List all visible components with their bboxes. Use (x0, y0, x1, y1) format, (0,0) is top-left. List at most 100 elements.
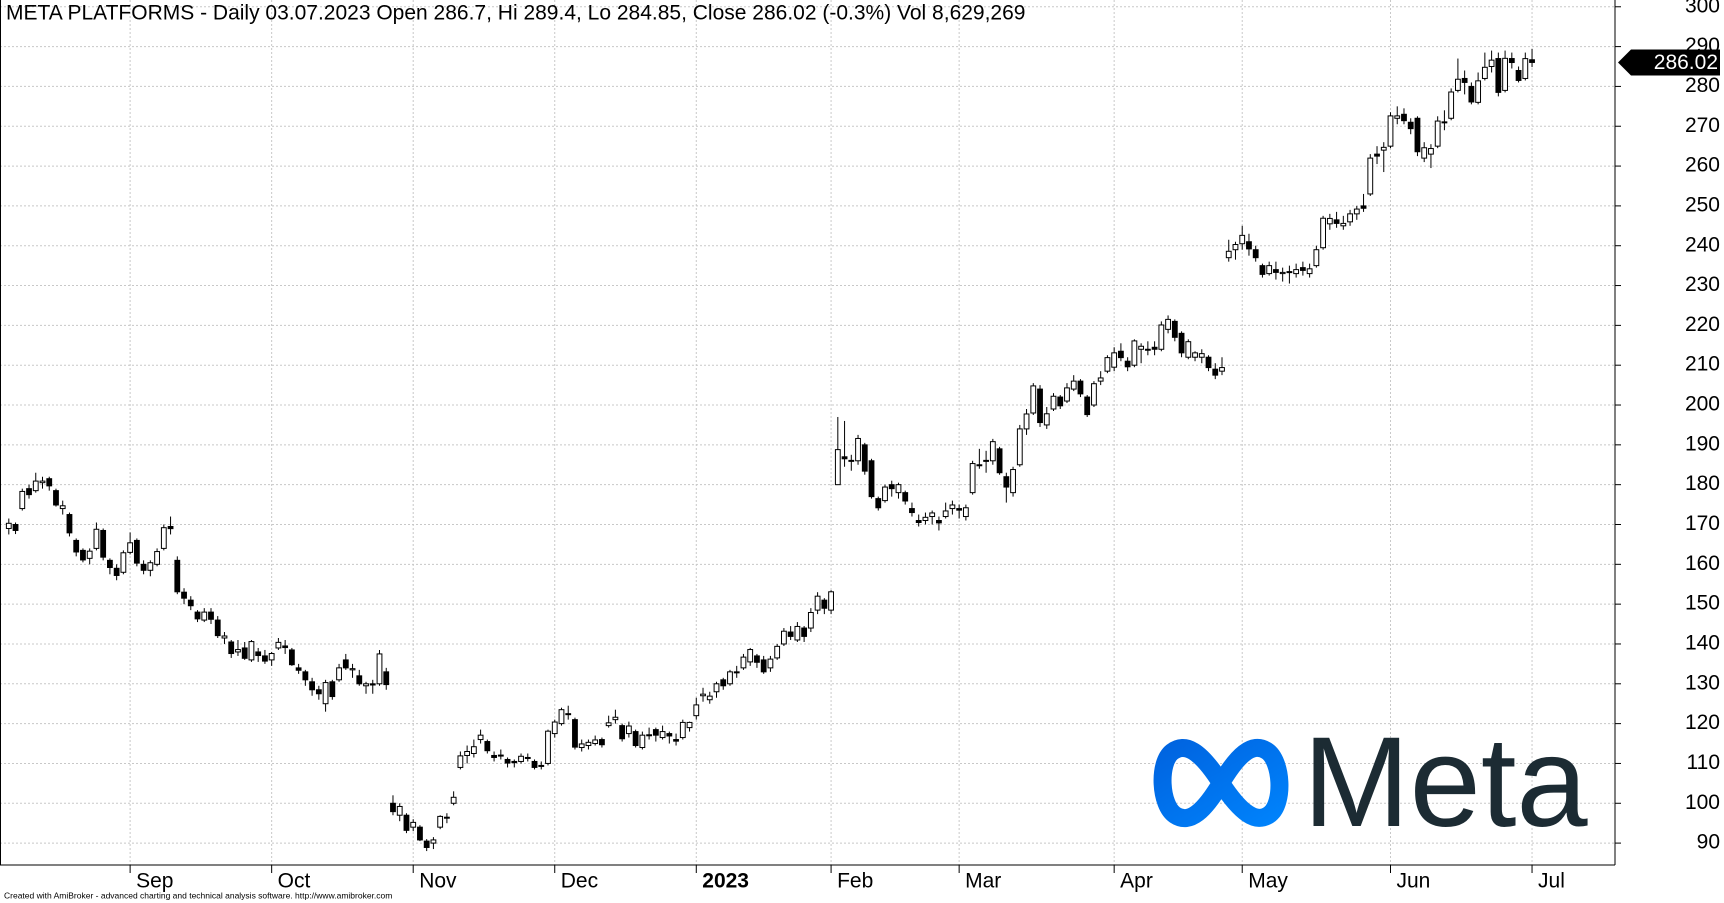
candle-body (612, 716, 619, 721)
candle-body (774, 645, 781, 659)
y-tick-label: 260 (1685, 154, 1720, 177)
candle-body (457, 755, 464, 768)
candle-body (376, 653, 383, 685)
candle-body (1239, 234, 1246, 245)
candle-body (1347, 213, 1353, 223)
candle-body (754, 655, 760, 663)
candle-body (1077, 380, 1084, 395)
candle-body (572, 719, 578, 748)
candle-body (1461, 77, 1468, 83)
candle-body (1475, 80, 1482, 103)
candle-body (349, 668, 356, 671)
candle-body (262, 655, 268, 662)
candle-body (1225, 250, 1232, 259)
y-tick-label: 200 (1685, 393, 1720, 416)
meta-logo: Meta (1153, 711, 1588, 854)
candle-body (46, 478, 53, 487)
y-tick-label: 120 (1685, 711, 1720, 734)
candle-body (686, 721, 693, 729)
candle-body (1016, 428, 1023, 466)
candle-body (524, 756, 531, 759)
candle-body (976, 464, 983, 467)
candle-body (464, 750, 471, 756)
candle-body (929, 512, 936, 518)
candle-body (430, 839, 437, 844)
candle-body (1293, 269, 1300, 275)
candle-body (248, 641, 255, 661)
candle-body (1091, 383, 1097, 406)
y-tick-label: 180 (1685, 472, 1720, 495)
candle-body (444, 816, 450, 819)
candle-body (1380, 146, 1387, 151)
logo-mark (1153, 738, 1289, 828)
candle-body (235, 649, 241, 653)
x-tick-label: Sep (136, 870, 173, 893)
candle-body (1037, 388, 1043, 424)
x-tick-label: Oct (278, 870, 311, 893)
candle-body (154, 551, 160, 565)
y-tick-label: 90 (1697, 831, 1720, 854)
candle-body (93, 528, 100, 549)
candle-body (53, 490, 59, 506)
candle-body (875, 498, 882, 509)
candle-body (1266, 265, 1273, 275)
candle-body (733, 671, 740, 674)
candle-body (727, 671, 733, 685)
candle-body (625, 725, 632, 735)
candle-body (1212, 368, 1219, 376)
candle-body (194, 611, 201, 620)
candle-body (747, 649, 754, 663)
y-tick-label: 270 (1685, 114, 1720, 137)
candles (5, 48, 1535, 852)
candle-body (1205, 356, 1212, 369)
candle-body (1064, 387, 1070, 402)
candle-body (1097, 377, 1104, 382)
candle-body (1084, 396, 1091, 416)
candle-body (1131, 340, 1138, 366)
candle-body (12, 523, 19, 531)
x-tick-label: Jul (1538, 870, 1565, 893)
candle-body (1367, 157, 1374, 195)
y-tick-label: 170 (1685, 512, 1720, 535)
candle-body (706, 695, 713, 701)
candle-body (1178, 332, 1185, 354)
candle-body (241, 647, 248, 659)
grid (0, 0, 1615, 865)
candle-body (767, 658, 774, 669)
y-tick-label: 230 (1685, 273, 1720, 296)
candle-body (1313, 249, 1320, 267)
candle-body (807, 612, 814, 629)
candle-body (107, 559, 113, 569)
candle-body (59, 505, 66, 510)
candle-body (410, 821, 417, 828)
candle-body (821, 599, 828, 609)
candle-body (1360, 205, 1367, 209)
y-tick-label: 140 (1685, 632, 1720, 655)
candle-body (1138, 345, 1145, 350)
candle-body (1111, 352, 1118, 368)
candle-body (1043, 413, 1050, 426)
candle-body (120, 552, 127, 573)
candle-body (545, 730, 551, 764)
candle-body (1508, 58, 1515, 64)
candle-body (1387, 115, 1394, 147)
candle-body (599, 739, 605, 746)
candle-body (781, 630, 787, 645)
x-tick-label: Apr (1120, 870, 1153, 893)
price-tag-label: 286.02 (1654, 51, 1718, 74)
candle-body (484, 741, 491, 752)
candle-body (1171, 320, 1178, 338)
candle-body (834, 449, 841, 486)
candle-body (949, 504, 956, 510)
candle-body (1030, 385, 1037, 414)
candle-body (336, 667, 342, 681)
candle-body (403, 814, 410, 831)
logo-text: Meta (1303, 711, 1588, 854)
x-tick-label: Dec (561, 870, 598, 893)
candle-body (73, 539, 80, 553)
candle-body (962, 507, 969, 518)
candle-body (936, 520, 942, 524)
candle-body (652, 729, 659, 736)
candle-body (1502, 57, 1508, 91)
